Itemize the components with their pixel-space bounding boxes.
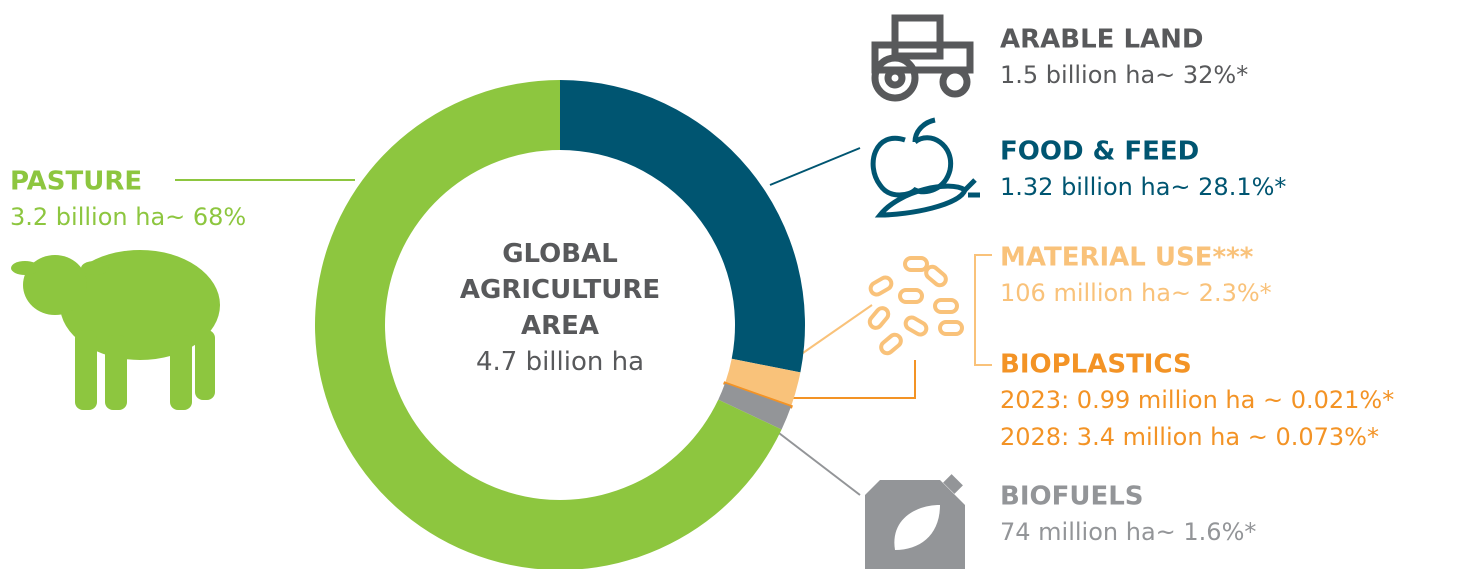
slice-name: MATERIAL USE*** xyxy=(1000,243,1254,273)
slice-value-label: 74 million ha~ 1.6%* xyxy=(1000,518,1256,546)
center-label: GLOBAL AGRICULTURE AREA 4.7 billion ha xyxy=(450,236,670,380)
slice-value-label: 2023: 0.99 million ha ~ 0.021%* xyxy=(1000,386,1394,414)
page: ARABLE LAND 1.5 billion ha~ 32%* 2028: 3… xyxy=(0,0,1467,569)
chart: ARABLE LAND 1.5 billion ha~ 32%* 2028: 3… xyxy=(0,0,1467,569)
slice-value-label: 106 million ha~ 2.3%* xyxy=(1000,279,1272,307)
fuel-can-icon xyxy=(865,474,965,569)
annotation: 2028: 3.4 million ha ~ 0.073%* xyxy=(1000,423,1379,451)
slice-name: FOOD & FEED xyxy=(1000,137,1199,167)
tractor-icon xyxy=(875,18,970,98)
group-title: ARABLE LAND xyxy=(1000,25,1204,55)
slice-name: BIOFUELS xyxy=(1000,482,1144,512)
pellets-icon xyxy=(867,258,962,356)
slice-name: BIOPLASTICS xyxy=(1000,350,1192,380)
food-icon xyxy=(873,120,980,215)
slice-value-label: 3.2 billion ha~ 68% xyxy=(10,203,246,231)
slice-value-label: 1.32 billion ha~ 28.1%* xyxy=(1000,173,1286,201)
chart-title: GLOBAL AGRICULTURE AREA xyxy=(450,236,670,344)
chart-subtitle: 4.7 billion ha xyxy=(450,344,670,380)
group-label: 1.5 billion ha~ 32%* xyxy=(1000,61,1248,89)
slice-name: PASTURE xyxy=(10,167,142,197)
sheep-icon xyxy=(11,250,220,410)
